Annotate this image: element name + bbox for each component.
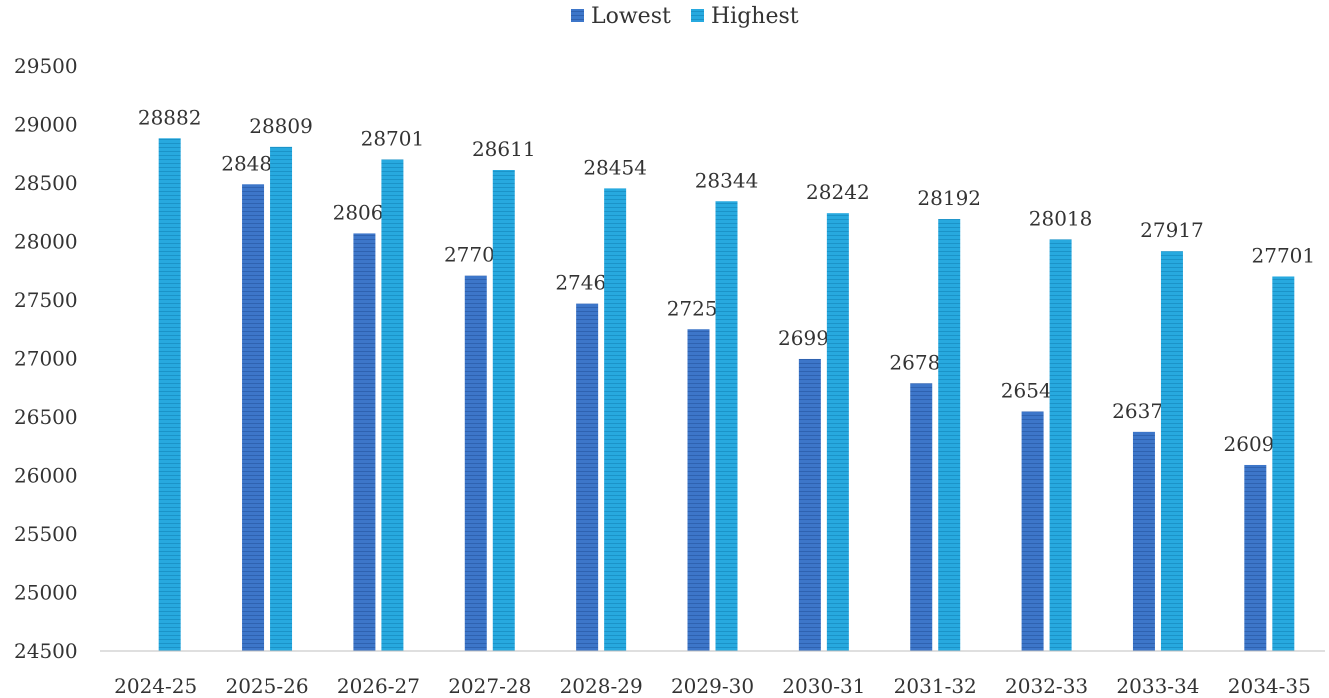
y-tick-label: 25500 bbox=[14, 522, 78, 546]
y-tick-label: 26000 bbox=[14, 464, 78, 488]
bar-lowest bbox=[576, 303, 599, 651]
bar-highest bbox=[826, 213, 849, 651]
legend-label-lowest: Lowest bbox=[591, 4, 671, 29]
bar-highest bbox=[1049, 239, 1072, 652]
bar-lowest bbox=[687, 329, 710, 651]
y-tick-label: 26500 bbox=[14, 405, 78, 429]
legend: Lowest Highest bbox=[571, 4, 799, 29]
data-label-highest: 28882 bbox=[138, 105, 202, 129]
bar-highest bbox=[270, 146, 293, 652]
bar-highest bbox=[938, 219, 961, 651]
bar-lowest bbox=[798, 358, 821, 651]
x-tick-label: 2028-29 bbox=[560, 674, 643, 698]
x-axis: 2024-25 2025-26 2026-27 2027-28 2028-29 2029-… bbox=[100, 650, 1325, 698]
data-label-highest: 27917 bbox=[1140, 218, 1204, 242]
legend-swatch-highest bbox=[691, 9, 704, 22]
x-tick-label: 2031-32 bbox=[894, 674, 977, 698]
y-tick-label: 24500 bbox=[14, 639, 78, 663]
x-tick-label: 2027-28 bbox=[448, 674, 531, 698]
y-tick-label: 28500 bbox=[14, 171, 78, 195]
bars: 2888228489288092806928701277082861127469… bbox=[138, 105, 1316, 652]
bar-lowest bbox=[353, 233, 376, 651]
bar-highest bbox=[158, 138, 181, 651]
legend-swatch-lowest bbox=[571, 9, 584, 22]
y-tick-label: 28000 bbox=[14, 230, 78, 254]
x-tick-label: 2024-25 bbox=[114, 674, 197, 698]
y-tick-label: 25000 bbox=[14, 581, 78, 605]
x-tick-label: 2026-27 bbox=[337, 674, 420, 698]
data-label-highest: 28701 bbox=[361, 126, 425, 150]
data-label-highest: 28809 bbox=[249, 114, 313, 138]
data-label-highest: 27701 bbox=[1252, 243, 1316, 267]
y-axis: 24500 25000 25500 26000 26500 27000 27500 28000… bbox=[14, 54, 78, 663]
bar-highest bbox=[604, 188, 627, 651]
data-label-highest: 28192 bbox=[917, 186, 981, 210]
data-label-highest: 28018 bbox=[1029, 206, 1093, 230]
bar-highest bbox=[1160, 251, 1183, 651]
x-tick-label: 2032-33 bbox=[1005, 674, 1088, 698]
bar-lowest bbox=[910, 383, 933, 651]
y-tick-label: 29500 bbox=[14, 54, 78, 78]
x-tick-label: 2034-35 bbox=[1228, 674, 1311, 698]
y-tick-label: 27500 bbox=[14, 288, 78, 312]
x-tick-label: 2030-31 bbox=[782, 674, 865, 698]
bar-highest bbox=[492, 170, 515, 651]
data-label-highest: 28344 bbox=[695, 168, 759, 192]
bar-highest bbox=[1272, 276, 1295, 651]
bar-lowest bbox=[464, 275, 487, 651]
bar-lowest bbox=[1132, 431, 1155, 651]
bar-lowest bbox=[1244, 464, 1267, 651]
data-label-highest: 28242 bbox=[806, 180, 870, 204]
data-label-highest: 28454 bbox=[583, 155, 647, 179]
y-tick-label: 29000 bbox=[14, 113, 78, 137]
x-tick-label: 2029-30 bbox=[671, 674, 754, 698]
x-tick-label: 2025-26 bbox=[225, 674, 308, 698]
x-tick-label: 2033-34 bbox=[1116, 674, 1199, 698]
legend-label-highest: Highest bbox=[711, 4, 799, 29]
bar-lowest bbox=[1021, 411, 1044, 651]
data-label-highest: 28611 bbox=[472, 137, 536, 161]
bar-lowest bbox=[242, 184, 265, 652]
bar-highest bbox=[715, 201, 738, 651]
y-tick-label: 27000 bbox=[14, 347, 78, 371]
bar-highest bbox=[381, 159, 404, 651]
